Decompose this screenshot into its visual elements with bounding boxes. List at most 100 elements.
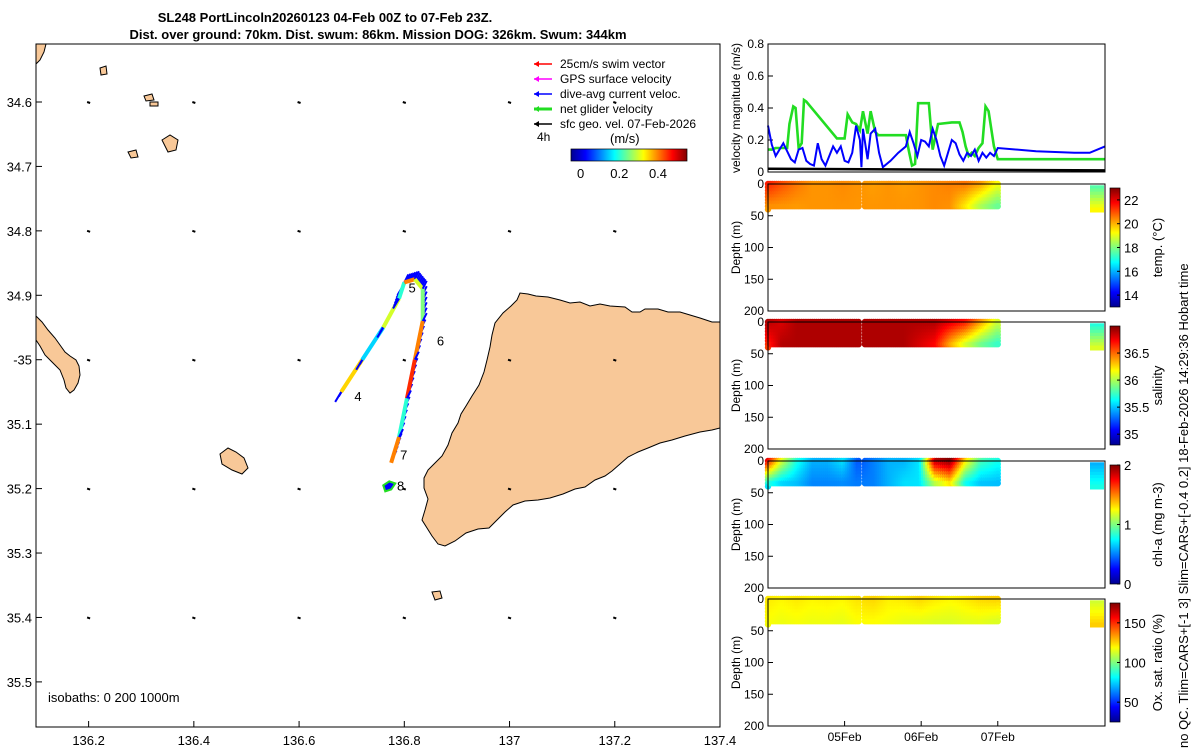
section-climatology-strip [1090,622,1104,628]
track-segment [397,281,407,300]
vel-series-line [767,125,1106,169]
map-ytick-label: 35.1 [7,417,32,432]
section-climatology-strip [1090,194,1104,200]
section-cbar-label: 2 [1124,458,1131,473]
map-ytick-label: 34.8 [7,224,32,239]
section-sample [994,341,1001,348]
isobath-mark [297,358,301,362]
section-colorbar [1109,325,1121,446]
current-vector [406,389,412,399]
section-cbar-label: 20 [1124,217,1138,232]
section-ytick-label: 50 [751,347,765,361]
isobath-mark [86,358,91,362]
map-ytick-label: 34.6 [7,95,32,110]
track-day-label: 8 [397,479,404,494]
section-climatology-strip [1090,612,1104,618]
track-segment [413,277,425,291]
section-sample [855,203,862,210]
section-cbar-label: 100 [1124,656,1146,671]
title-line-1: SL248 PortLincoln20260123 04-Feb 00Z to … [158,10,493,25]
island-e [99,65,108,76]
legend-label: net glider velocity [560,102,653,116]
side-label: no QC. Tlim=CARS+[-1 3] Slim=CARS+[-0.4 … [1176,263,1191,748]
isobath-mark [86,229,91,233]
current-vector [413,351,420,361]
colorbar-tick-label: 0 [577,166,584,181]
section-climatology-strip [1090,619,1104,625]
section-frame [767,598,1106,727]
isobath-mark [192,487,196,491]
section-climatology-strip [1090,197,1104,203]
track-labels: 4 5 6 7 8 [354,281,444,494]
legend-arrowhead [534,121,539,127]
section-frame [767,460,1106,589]
section-sample [994,203,1001,210]
section-ytick-label: 200 [744,304,764,318]
map-xtick-label: 136.2 [72,733,105,748]
colorbar-units-label: (m/s) [610,131,640,146]
isobath-mark [612,101,617,104]
section-sample [855,480,862,487]
track-day-label: 5 [409,281,416,296]
section-cbar-title: salinity [1150,365,1165,405]
section-ytick-label: 0 [757,315,764,329]
section-climatology-strip [1090,484,1104,490]
legend-arrowhead [534,61,539,67]
legend-label: GPS surface velocity [560,72,671,86]
isobath-mark [507,358,512,362]
vel-ytick-label: 0 [757,165,764,179]
island-b [161,134,179,153]
isobath-mark [192,101,196,104]
section-climatology-strip [1090,471,1104,477]
section-climatology-strip [1090,616,1104,622]
isobath-mark [402,229,407,233]
salinity-section: 0 50 100 150 200 Depth (m) 35 35.5 36 36.5salinit… [729,315,1165,456]
vel-ytick-label: 0.6 [747,69,764,83]
section-sample [855,618,862,625]
map-xtick-label: 137.2 [598,733,631,748]
section-climatology-strip [1090,603,1104,609]
speed-colorbar: 4h (m/s) 0 0.2 0.4 [537,130,688,181]
map-xtick-label: 136.8 [388,733,421,748]
isobath-mark [612,616,617,620]
isobath-mark [297,101,301,104]
section-ytick-label: 0 [757,454,764,468]
section-ytick-label: 150 [744,549,764,563]
section-ytick-label: 0 [757,177,764,191]
section-climatology-strip [1090,474,1104,480]
isobaths-label: isobaths: 0 200 1000m [48,690,180,705]
colorbar-tick-label: 0.2 [610,166,628,181]
chlorophyll-section: 0 50 100 150 200 Depth (m) 0 1 2 chl-a (mg m-3) [729,454,1165,595]
section-climatology-strip [1090,326,1104,332]
land-northwest-corner [36,44,47,65]
section-cbar-label: 150 [1124,616,1146,631]
section-cbar-label: 18 [1124,241,1138,256]
island-a [219,447,249,475]
isobath-mark [507,229,512,233]
section-cbar-label: 36 [1124,373,1138,388]
vel-series-line [768,97,1105,168]
legend-arrowhead [534,91,539,97]
section-xtick-label: 07Feb [981,730,1015,744]
track-segment [404,359,417,399]
map-land: 4 5 6 7 8 [36,44,720,620]
section-climatology-strip [1090,600,1104,606]
island-c [143,93,155,102]
isobath-mark [402,487,407,491]
section-climatology-strip [1090,478,1104,484]
section-climatology-strip [1090,342,1104,348]
section-ylabel: Depth (m) [729,221,743,274]
isobath-mark [507,616,512,620]
velocity-panel: 0 0.2 0.4 0.6 0.8 velocity magnitude (m/s) [729,37,1106,179]
section-ylabel: Depth (m) [729,359,743,412]
map-xtick-label: 137 [499,733,521,748]
section-climatology-strip [1090,329,1104,335]
map-xtick-label: 136.6 [283,733,316,748]
isobath-mark [402,616,407,620]
island-g [149,101,159,107]
legend-arrowhead [534,106,539,112]
isobath-dots [86,101,617,620]
vel-ytick-label: 0.4 [747,101,764,115]
isobath-mark [192,358,196,362]
